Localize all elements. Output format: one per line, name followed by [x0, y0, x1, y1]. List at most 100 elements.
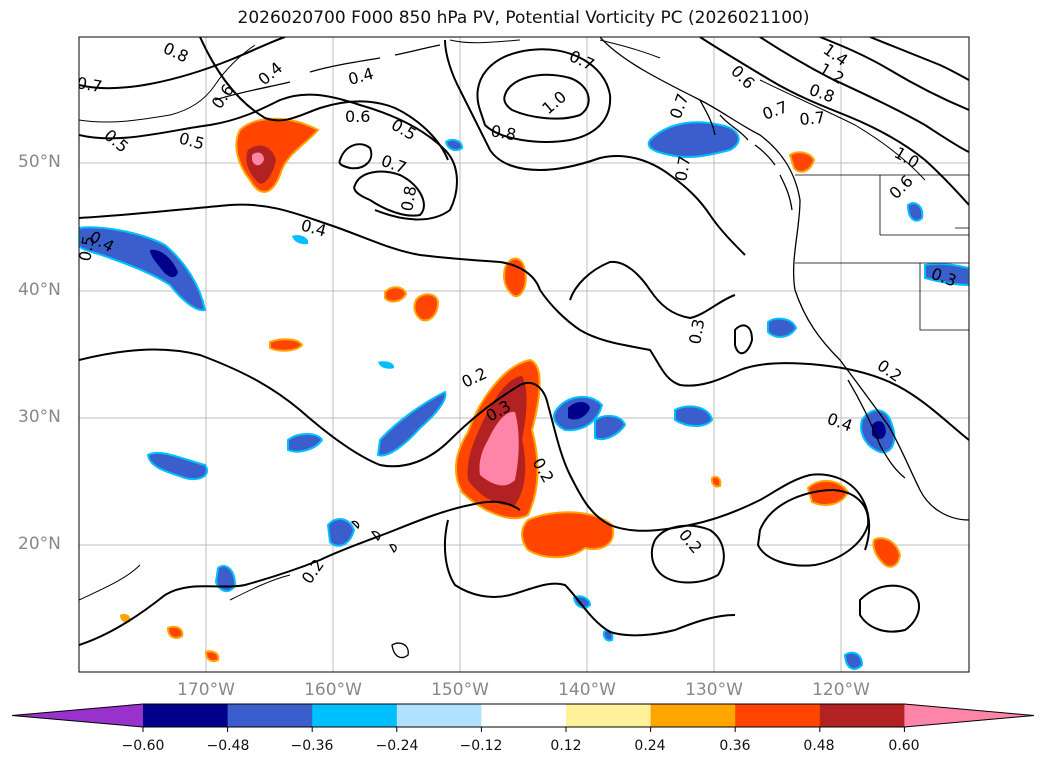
pv-neg-8	[674, 405, 714, 427]
pv-neg-2-core	[568, 402, 590, 420]
colorbar-tick-label: 0.60	[888, 738, 920, 754]
pv-neg-18	[292, 235, 309, 245]
pv-neg-west	[79, 226, 207, 312]
contour-0-2-loop-2	[859, 584, 920, 633]
lon-label-120w: 120°W	[812, 680, 870, 700]
contour-0-7-ridge	[444, 39, 746, 256]
colorbar-tick-label: 0.12	[550, 738, 582, 754]
baja-coast	[847, 379, 906, 479]
aleutian-islands	[214, 44, 441, 101]
pv-blob-7	[788, 151, 816, 173]
pv-blob-3	[384, 286, 408, 303]
contour-0-3-mid	[539, 289, 969, 441]
pv-neg-9	[767, 317, 798, 338]
contour-0-2-loop	[650, 524, 725, 584]
pv-neg-5	[146, 451, 208, 481]
contour-label: 0.3	[685, 317, 708, 345]
contour-0-4-arc	[79, 203, 541, 291]
colorbar-tick-label: −0.48	[206, 738, 250, 754]
lon-label-170w: 170°W	[177, 680, 235, 700]
lat-label-30n: 30°N	[18, 407, 61, 427]
contour-label: 0.5	[75, 234, 98, 262]
thin-contour-south	[79, 564, 291, 601]
pv-blob-south	[521, 511, 615, 559]
colorbar-tick-label: −0.60	[121, 738, 165, 754]
pv-neg-10	[326, 518, 356, 547]
contour-1-2-north	[819, 37, 969, 111]
pv-neg-7	[376, 390, 447, 457]
pv-thin-contours	[79, 39, 926, 601]
alaska-islands	[699, 99, 793, 211]
pv-negative-shading	[79, 121, 969, 670]
contour-0-8-loop	[353, 170, 425, 217]
contour-0-7-west	[79, 37, 286, 90]
us-border	[795, 174, 969, 331]
colorbar-segment	[904, 704, 1034, 727]
pv-neg-13	[843, 651, 864, 670]
contour-0-8-north	[759, 37, 969, 153]
pv-blob-2	[413, 293, 440, 322]
colorbar-segment	[312, 704, 398, 727]
contour-label: 0.7	[799, 108, 826, 129]
thin-contour-mid	[449, 39, 661, 59]
map-frame	[78, 36, 970, 673]
contour-0-2-south	[79, 500, 521, 646]
contour-1-4-north	[869, 37, 969, 81]
pv-neg-16	[444, 139, 464, 151]
lat-label-50n: 50°N	[18, 152, 61, 172]
north-america-coast	[599, 37, 969, 521]
lon-label-150w: 150°W	[431, 680, 489, 700]
pv-contours	[79, 37, 969, 646]
colorbar-segment	[650, 704, 736, 727]
colorbar-segment	[566, 704, 652, 727]
lon-label-140w: 140°W	[558, 680, 616, 700]
lat-label-20n: 20°N	[18, 534, 61, 554]
pv-neg-3	[594, 414, 627, 441]
colorbar-segments	[11, 703, 1035, 732]
pv-neg-6	[287, 433, 324, 453]
pv-positive-shading	[120, 117, 902, 663]
contour-0-5-north	[79, 93, 458, 221]
contour-0-2-east	[547, 404, 871, 551]
contour-0-2-main	[79, 348, 549, 468]
contour-0-6-arc	[199, 37, 449, 161]
colorbar-tick-label: −0.36	[290, 738, 334, 754]
pv-neg-17	[378, 361, 395, 369]
lon-label-130w: 130°W	[685, 680, 743, 700]
pv-neg-15	[924, 262, 969, 287]
pv-neg-ak	[647, 121, 740, 159]
lat-label-40n: 40°N	[18, 280, 61, 300]
contour-label: 0.8	[397, 184, 420, 212]
contour-label: 0.7	[75, 73, 103, 96]
pv-blob-aleutian-max	[252, 152, 264, 166]
pv-blob-6	[872, 537, 902, 568]
colorbar-tick-label: 0.24	[634, 738, 666, 754]
colorbar-segment	[819, 704, 905, 727]
contour-0-6-north	[699, 37, 969, 206]
colorbar-tick-label: −0.24	[375, 738, 419, 754]
colorbar-segment	[735, 704, 821, 727]
contour-0-8-high	[476, 48, 612, 143]
colorbar-segment	[143, 704, 229, 727]
colorbar-tick-label: −0.12	[459, 738, 503, 754]
contour-0-3-loop	[734, 324, 754, 355]
colorbar-segment	[481, 704, 567, 727]
chart-title: 2026020700 F000 850 hPa PV, Potential Vo…	[237, 8, 810, 28]
thin-contour-ne	[759, 79, 926, 181]
colorbar-segment	[227, 704, 313, 727]
colorbar-segment	[12, 704, 143, 727]
contour-0-4-loop	[756, 488, 870, 567]
contour-0-3-west	[569, 260, 736, 320]
pv-blob-8	[166, 625, 184, 639]
pv-neg-west-core	[150, 249, 178, 278]
hawaii-islands	[350, 520, 409, 659]
pv-blob-central-max	[479, 411, 519, 486]
colorbar-tick-label: 0.48	[803, 738, 835, 754]
pv-blob-10	[710, 475, 722, 488]
lon-label-160w: 160°W	[304, 680, 362, 700]
thin-contour-west	[79, 44, 256, 123]
contour-0-2-sw	[443, 519, 736, 637]
coastlines	[214, 37, 969, 659]
